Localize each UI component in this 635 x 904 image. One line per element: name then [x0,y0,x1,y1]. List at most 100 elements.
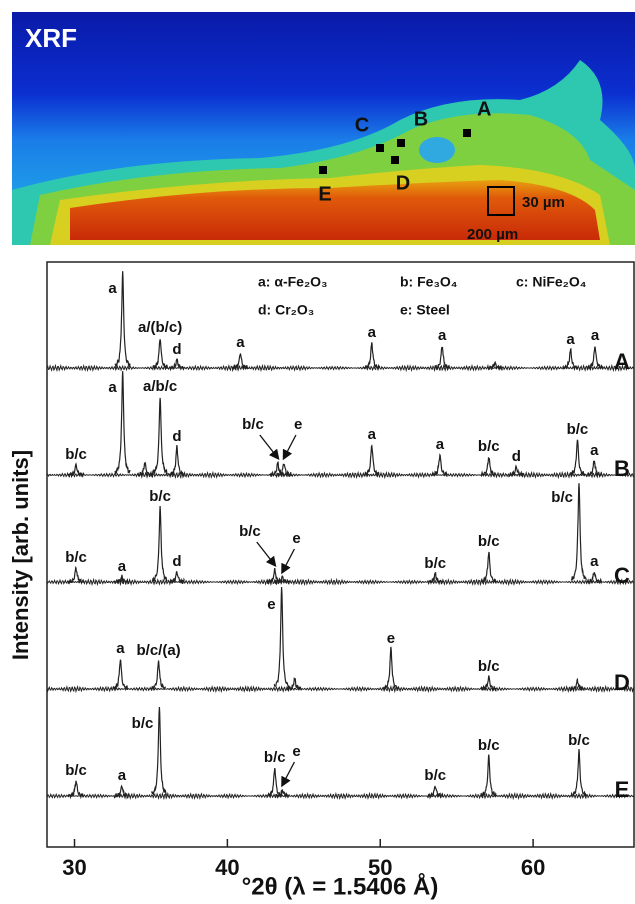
pattern-name: D [614,670,630,695]
plot-frame [47,262,634,847]
peak [570,440,585,476]
pattern-baseline [47,794,634,799]
peak-label: d [172,428,181,445]
peak-label: b/c [551,489,573,506]
peak [152,707,167,795]
peak-label: e [292,743,300,760]
scale-label: 200 µm [467,226,518,243]
peak [487,362,502,370]
peak [115,371,130,474]
peak [151,661,166,691]
peak [274,587,289,688]
peak [153,339,168,368]
pattern-baseline [47,580,634,585]
peak [571,749,586,797]
peak [481,755,496,797]
point-label: B [414,108,428,130]
peak-label: a [436,436,445,453]
peak-label: a [116,640,125,657]
peak [364,342,379,368]
peak-label: d [172,341,181,358]
peak [153,398,168,475]
peak-label: b/c [239,523,261,540]
point-marker [376,144,384,152]
map-title: XRF [25,23,77,53]
peak-label: e [294,416,302,433]
arrow [284,435,296,458]
peak [68,781,83,798]
peak [587,347,602,370]
peak-label: b/c [65,549,87,566]
peak-label: a [236,334,245,351]
peak-label: b/c [478,438,500,455]
peak-label: d [512,448,521,465]
peak-label: b/c [149,488,171,505]
point-marker [319,166,327,174]
peak [571,483,586,580]
peak-label: a [368,324,377,341]
pattern-name: C [614,563,630,588]
peak-label: a [108,280,117,297]
peak-label: b/c [65,762,87,779]
x-tick-label: 60 [521,855,545,880]
point-label: A [477,98,491,120]
peak [113,660,128,690]
arrow [282,549,294,572]
point-marker [397,139,405,147]
arrow [257,542,275,565]
x-tick-label: 30 [62,855,86,880]
peak-label: a [590,442,599,459]
peak [481,552,496,584]
peak-label: a [368,426,377,443]
peak-label: a [438,327,447,344]
legend-entry: b: Fe₃O₄ [400,274,457,290]
peak-label: a/b/c [143,378,177,395]
point-marker [391,156,399,164]
peak-label: a [118,558,127,575]
point-marker [463,129,471,137]
pattern-name: B [614,456,630,481]
legend-entry: c: NiFe₂O₄ [516,274,586,290]
peak-label: b/c [567,421,589,438]
pattern-baseline [47,687,634,692]
figure: XRF A B C D E 30 µm 200 µm a: α-Fe₂O₃ b:… [0,0,635,904]
pattern-name: A [614,349,630,374]
pattern-name: E [615,777,630,802]
peak-label: b/c [478,737,500,754]
peak-label: b/c [478,533,500,550]
x-tick-label: 50 [368,855,392,880]
peak-label: b/c [568,732,590,749]
peak-label: d [172,553,181,570]
peak-label: a/(b/c) [138,319,182,336]
legend-entry: d: Cr₂O₃ [258,302,314,318]
peak-label: b/c [424,555,446,572]
point-label: D [396,172,410,194]
pattern-baseline [47,473,634,478]
peak [169,445,184,476]
arrow [260,435,278,458]
x-axis-label: °2θ (λ = 1.5406 Å) [242,872,439,900]
peak [587,461,602,476]
peak-label: b/c [424,767,446,784]
point-label: C [355,114,369,136]
peak-label: e [267,596,275,613]
xrf-map: XRF A B C D E 30 µm 200 µm [12,12,635,245]
peak-label: b/c [264,749,286,766]
x-tick-label: 40 [215,855,239,880]
peak-label: a [590,553,599,570]
y-axis-label: Intensity [arb. units] [8,450,33,660]
peak-label: b/c [478,658,500,675]
peak [115,271,130,367]
peak-label: a [566,331,575,348]
peak-label: e [387,630,395,647]
peak [435,348,450,370]
legend-entry: e: Steel [400,302,450,318]
peak [153,506,168,581]
peak [68,568,83,584]
peak-label: a [591,327,600,344]
peak-label: b/c [65,446,87,463]
peak [267,768,282,797]
point-label: E [318,183,331,205]
peak [570,679,585,691]
peak [383,647,398,690]
